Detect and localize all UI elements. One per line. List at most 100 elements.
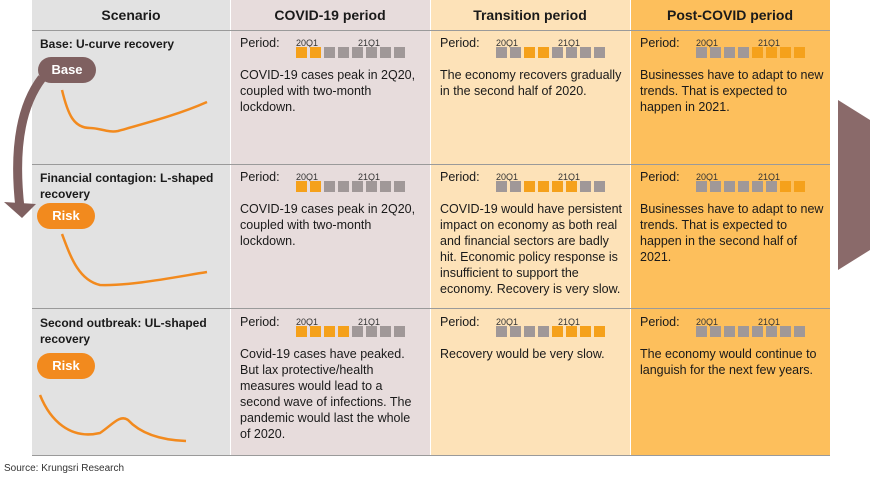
quarter-square-active — [324, 326, 335, 337]
header-covid: COVID-19 period — [274, 7, 386, 23]
quarter-square-active — [766, 47, 777, 58]
header-post-covid: Post-COVID period — [666, 7, 793, 23]
quarter-square-inactive — [394, 326, 405, 337]
quarter-square-inactive — [352, 47, 363, 58]
quarter-label-20q1: 20Q1 — [496, 38, 519, 48]
curve-arrow — [13, 75, 46, 209]
row-divider — [32, 30, 830, 31]
scenario-title-second-outbreak: Second outbreak: UL-shaped recovery — [40, 316, 207, 346]
quarter-timeline — [496, 47, 608, 58]
scenario-description: Businesses have to adapt to new trends. … — [640, 68, 824, 114]
quarter-square-inactive — [496, 181, 507, 192]
quarter-label-21q1: 21Q1 — [758, 317, 781, 327]
quarter-timeline — [296, 181, 408, 192]
period-label: Period: — [440, 315, 480, 329]
quarter-square-inactive — [710, 326, 721, 337]
source-note: Source: Krungsri Research — [4, 463, 125, 474]
quarter-square-inactive — [738, 326, 749, 337]
quarter-square-inactive — [538, 326, 549, 337]
quarter-square-inactive — [366, 47, 377, 58]
column-divider — [430, 0, 431, 455]
quarter-square-active — [552, 326, 563, 337]
quarter-square-inactive — [738, 181, 749, 192]
quarter-square-inactive — [510, 326, 521, 337]
quarter-square-inactive — [352, 181, 363, 192]
quarter-square-active — [538, 181, 549, 192]
scenario-description: Businesses have to adapt to new trends. … — [640, 202, 824, 264]
quarter-square-active — [566, 181, 577, 192]
quarter-square-inactive — [380, 47, 391, 58]
quarter-square-inactive — [338, 47, 349, 58]
quarter-label-21q1: 21Q1 — [758, 172, 781, 182]
quarter-square-inactive — [510, 181, 521, 192]
quarter-timeline — [296, 47, 408, 58]
quarter-square-inactive — [496, 326, 507, 337]
quarter-label-21q1: 21Q1 — [558, 38, 581, 48]
quarter-label-20q1: 20Q1 — [296, 317, 319, 327]
scenario-description: COVID-19 would have persistent impact on… — [440, 202, 623, 296]
quarter-square-inactive — [696, 47, 707, 58]
quarter-square-inactive — [524, 326, 535, 337]
period-label: Period: — [240, 36, 280, 50]
quarter-square-active — [780, 47, 791, 58]
quarter-square-active — [296, 181, 307, 192]
quarter-square-active — [296, 47, 307, 58]
quarter-square-inactive — [366, 326, 377, 337]
quarter-label-20q1: 20Q1 — [696, 38, 719, 48]
scenario-description: The economy recovers gradually in the se… — [440, 68, 622, 98]
quarter-square-inactive — [696, 326, 707, 337]
quarter-square-inactive — [338, 181, 349, 192]
header-transition: Transition period — [473, 7, 587, 23]
header-scenario: Scenario — [101, 7, 161, 23]
scenario-title-base: Base: U-curve recovery — [40, 37, 175, 51]
quarter-square-active — [794, 47, 805, 58]
quarter-square-active — [594, 326, 605, 337]
quarter-label-21q1: 21Q1 — [358, 172, 381, 182]
scenario-title-contagion: Financial contagion: L-shaped recovery — [40, 171, 214, 201]
quarter-square-inactive — [580, 181, 591, 192]
quarter-square-inactive — [510, 47, 521, 58]
ul-curve-line — [38, 394, 187, 443]
quarter-label-20q1: 20Q1 — [296, 38, 319, 48]
quarter-square-active — [338, 326, 349, 337]
quarter-label-20q1: 20Q1 — [296, 172, 319, 182]
quarter-label-21q1: 21Q1 — [358, 38, 381, 48]
period-label: Period: — [640, 36, 680, 50]
quarter-square-inactive — [552, 47, 563, 58]
covid-column — [230, 0, 430, 455]
row-divider — [32, 164, 830, 165]
quarter-square-inactive — [738, 47, 749, 58]
quarter-square-active — [538, 47, 549, 58]
quarter-square-inactive — [696, 181, 707, 192]
quarter-square-inactive — [594, 181, 605, 192]
quarter-label-21q1: 21Q1 — [358, 317, 381, 327]
scenario-description: COVID-19 cases peak in 2Q20, coupled wit… — [240, 202, 416, 248]
quarter-square-inactive — [710, 181, 721, 192]
curve-arrow-head — [4, 202, 36, 218]
quarter-timeline — [696, 47, 808, 58]
quarter-square-inactive — [724, 326, 735, 337]
badge-base: Base — [38, 57, 96, 83]
quarter-square-inactive — [324, 181, 335, 192]
quarter-label-20q1: 20Q1 — [496, 317, 519, 327]
scenario-description: COVID-19 cases peak in 2Q20, coupled wit… — [240, 68, 416, 114]
quarter-label-21q1: 21Q1 — [558, 317, 581, 327]
quarter-square-inactive — [496, 47, 507, 58]
quarter-timeline — [296, 326, 408, 337]
quarter-timeline — [696, 181, 808, 192]
period-label: Period: — [240, 170, 280, 184]
quarter-square-inactive — [766, 326, 777, 337]
quarter-square-inactive — [566, 47, 577, 58]
row-divider — [32, 308, 830, 309]
quarter-square-active — [310, 47, 321, 58]
quarter-square-active — [566, 326, 577, 337]
quarter-timeline — [496, 326, 608, 337]
period-label: Period: — [440, 170, 480, 184]
quarter-square-inactive — [352, 326, 363, 337]
quarter-square-active — [296, 326, 307, 337]
quarter-square-inactive — [394, 181, 405, 192]
scenario-description: Recovery would be very slow. — [440, 347, 605, 361]
quarter-label-20q1: 20Q1 — [696, 172, 719, 182]
quarter-square-active — [794, 181, 805, 192]
